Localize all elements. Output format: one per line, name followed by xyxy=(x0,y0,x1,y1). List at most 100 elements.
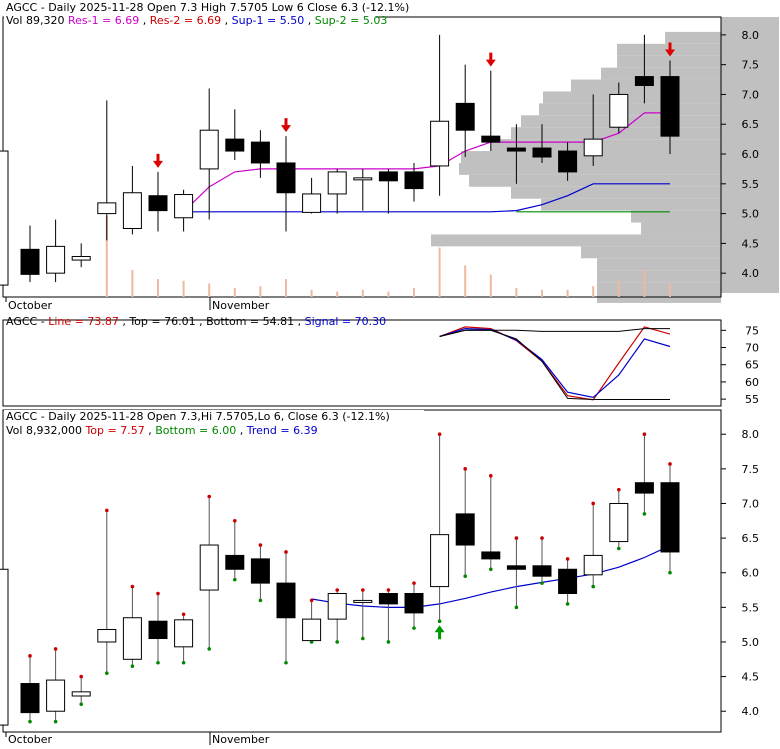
trend-line-path xyxy=(311,545,671,608)
osc-y-tick-label: 70 xyxy=(745,342,759,355)
trend-candle-body xyxy=(430,534,450,588)
svg-text:AGCC - Daily: AGCC - Daily 2025-11-28 Open 7.3,Hi 7.57… xyxy=(6,410,390,423)
volume-bar xyxy=(541,289,543,297)
osc-ticker-label: AGCC xyxy=(6,315,38,328)
trend-candle-low-dot xyxy=(565,602,570,606)
volume-profile-band xyxy=(541,198,721,211)
volume-bar xyxy=(105,216,108,297)
volume-bar xyxy=(643,270,646,297)
oscillator-line-line xyxy=(439,326,671,401)
volume-profile-band xyxy=(459,162,721,175)
trend-candle-body xyxy=(225,554,245,570)
volume-profile-band xyxy=(581,246,721,259)
price-candle-body xyxy=(148,195,168,212)
trend-legend: AGCC - Daily 2025-11-28 Open 7.3,Hi 7.57… xyxy=(4,410,424,438)
trend-candle-low-dot xyxy=(105,671,109,675)
trend-candle-high-dot xyxy=(540,536,544,540)
svg-text:Vol 8,932,000: Vol 8,932,000 Top = 7.57 , Bottom = 6.00… xyxy=(6,424,318,437)
trend-candle-low-dot xyxy=(668,570,672,575)
price-y-tick-label: 4.5 xyxy=(742,237,760,250)
trend-candle-high-dot xyxy=(617,487,621,492)
volume-profile-band xyxy=(491,139,721,152)
trend-candle-body xyxy=(199,544,219,591)
volume-bar xyxy=(259,286,262,297)
trend-ohlc-label: Open 7.3,Hi 7.5705,Lo 6, Close 6.3 (-12.… xyxy=(147,410,390,423)
sell-arrow xyxy=(485,52,496,67)
volume-bar xyxy=(413,288,415,297)
trend-candle-high-dot xyxy=(284,550,288,554)
trend-candle-body xyxy=(506,565,526,570)
trend-candle-high-dot xyxy=(437,432,442,437)
trend-candle-low-dot xyxy=(540,581,544,585)
trend-candle-high-dot xyxy=(591,501,595,506)
trend-candle-low-dot xyxy=(181,660,186,665)
volume-profile-band xyxy=(631,210,721,223)
price-candles xyxy=(0,34,680,286)
volume-bar xyxy=(182,280,185,297)
price-candle-body xyxy=(302,193,322,213)
trend-y-tick-label: 6.0 xyxy=(742,567,760,580)
price-y-tick-label: 6.0 xyxy=(742,148,760,161)
sell-arrow xyxy=(665,42,675,57)
svg-text:AGCC - Line: AGCC - Line = 73.87 , Top = 76.01 , Bott… xyxy=(6,315,386,328)
trend-candle-low-dot xyxy=(284,660,288,665)
open-label: Open 7.3 xyxy=(147,1,197,14)
price-candle-body xyxy=(430,120,450,167)
trend-candle-body xyxy=(634,482,654,494)
trend-x-axis: October November xyxy=(5,732,270,746)
osc-y-tick-label: 75 xyxy=(745,324,759,337)
trend-candle-high-dot xyxy=(207,494,211,499)
trend-period-label: Daily xyxy=(48,410,76,423)
trend-x-label-november: November xyxy=(212,733,270,745)
trend-plot-frame xyxy=(2,409,722,733)
trend-candle-body xyxy=(481,551,501,560)
trend-y-axis: 4.0 4.5 5.0 5.5 6.0 6.5 7.0 7.5 8.0 xyxy=(721,428,759,718)
low-label: Low 6 xyxy=(272,1,304,14)
price-candle-body xyxy=(353,177,373,181)
trend-candle-low-dot xyxy=(489,567,493,572)
trend-candle-high-dot xyxy=(335,588,340,592)
price-candle-body xyxy=(609,93,629,128)
x-label-november: November xyxy=(212,299,270,312)
trend-candle-high-dot xyxy=(668,462,672,466)
trend-candle-high-dot xyxy=(361,588,365,592)
trend-candle-body xyxy=(404,593,424,614)
volume-label: Vol 89,320 xyxy=(6,14,64,27)
volume-bar xyxy=(208,283,211,297)
volume-bar xyxy=(361,289,364,297)
sup2-label: Sup-2 = 5.03 xyxy=(315,14,388,27)
volume-bar xyxy=(157,279,159,297)
trend-candle-low-dot xyxy=(130,664,135,669)
trend-candle-body xyxy=(174,619,194,648)
high-label: High 7.5705 xyxy=(201,1,268,14)
trend-y-tick-label: 7.5 xyxy=(742,463,760,476)
price-y-tick-label: 5.0 xyxy=(742,208,760,221)
trend-top-label: Top = 7.57 xyxy=(84,424,144,437)
trend-line xyxy=(311,545,671,608)
volume-bar xyxy=(336,291,339,297)
trend-candle-high-dot xyxy=(156,591,160,596)
price-candle-body xyxy=(532,147,552,158)
res1-label: Res-1 = 6.69 xyxy=(68,14,139,27)
trend-y-tick-label: 4.0 xyxy=(742,705,760,718)
oscillator-legend: AGCC - Line = 73.87 , Top = 76.01 , Bott… xyxy=(6,315,386,328)
price-candle-body xyxy=(20,248,40,275)
trend-candle-low-dot xyxy=(233,577,237,582)
volume-bar xyxy=(592,286,595,297)
trend-candle-body xyxy=(122,617,142,660)
trend-candle-high-dot xyxy=(565,557,570,561)
volume-bar xyxy=(131,270,134,297)
trend-candle-low-dot xyxy=(591,584,595,589)
oscillator-bottom-line xyxy=(439,329,670,400)
trend-date-label: 2025-11-28 xyxy=(80,410,144,423)
trend-candle-low-dot xyxy=(79,702,83,707)
trend-candle-high-dot xyxy=(514,536,519,540)
osc-bottom-label: Bottom = 54.81 xyxy=(206,315,294,328)
trend-candle-high-dot xyxy=(28,654,32,658)
price-y-tick-label: 4.0 xyxy=(742,267,760,280)
osc-y-tick-label: 65 xyxy=(745,359,759,372)
oscillator-y-axis: 55 60 65 70 75 xyxy=(721,324,759,406)
trend-y-tick-label: 5.0 xyxy=(742,636,760,649)
volume-profile-band xyxy=(617,55,721,68)
price-candle-body xyxy=(46,245,66,274)
